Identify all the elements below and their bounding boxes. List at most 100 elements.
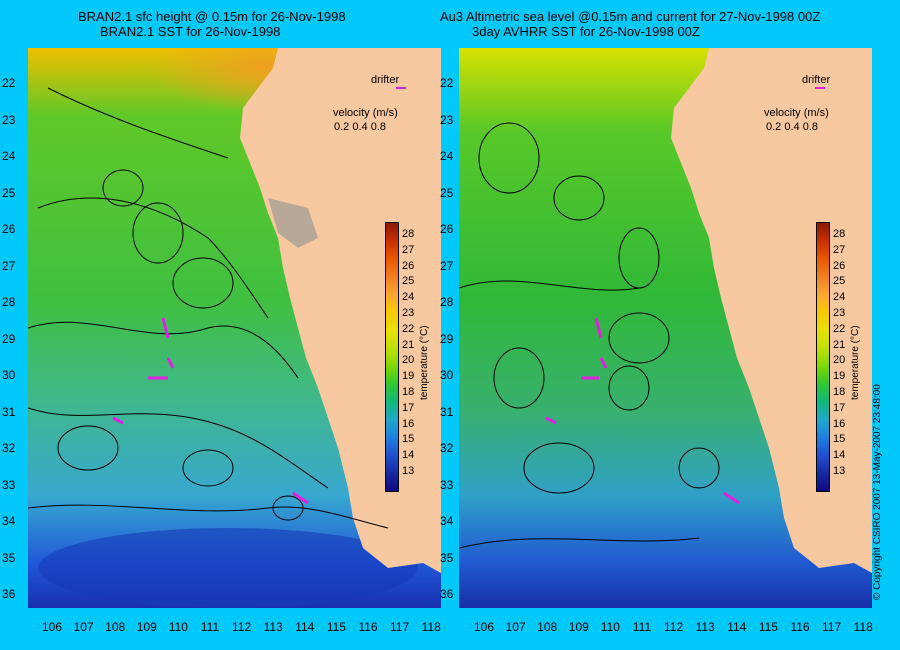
left-latitude-label: 29 — [2, 331, 16, 346]
left-colorbar-tick: 28 — [402, 228, 415, 240]
right-latitude-label: 30 — [440, 368, 454, 382]
right-title-line2: 3day AVHRR SST for 26-Nov-1998 00Z — [472, 24, 700, 39]
left-latitude-label: 32 — [2, 441, 16, 455]
left-colorbar-tick: 18 — [402, 386, 415, 398]
left-colorbar-tick: 21 — [402, 338, 415, 351]
left-colorbar-title: temperature (°C) — [419, 325, 430, 400]
right-velocity-values: 0.2 0.4 0.8 — [766, 121, 818, 133]
left-colorbar-tick: 27 — [402, 243, 415, 256]
right-longitude-label: 116 — [790, 620, 810, 634]
left-latitude-label: 26 — [2, 222, 16, 236]
left-colorbar-tick: 15 — [402, 433, 415, 446]
left-colorbar-tick: 22 — [402, 322, 415, 335]
right-latitude-label: 36 — [440, 587, 454, 601]
right-colorbar-tick: 25 — [833, 275, 846, 288]
right-latitude-label: 22 — [440, 76, 454, 90]
right-latitude-label: 28 — [440, 295, 454, 309]
left-latitude-label: 31 — [2, 404, 16, 419]
right-colorbar-tick: 13 — [833, 465, 846, 477]
right-contours — [459, 122, 720, 549]
right-colorbar-tick: 26 — [833, 259, 846, 272]
left-drifter-label: drifter — [371, 74, 400, 86]
left-longitude-label: 115 — [326, 620, 346, 634]
left-longitude-label: 110 — [168, 620, 188, 634]
right-latitude-label: 33 — [440, 477, 454, 492]
left-longitude-label: 113 — [263, 620, 283, 634]
left-colorbar-tick: 26 — [402, 259, 415, 272]
left-colorbar-tick: 24 — [402, 291, 415, 304]
right-longitude-label: 107 — [505, 620, 526, 634]
left-longitude-label: 111 — [200, 620, 220, 634]
right-colorbar-tick: 14 — [833, 449, 846, 462]
right-colorbar-tick: 19 — [833, 370, 846, 383]
right-latitude-label: 27 — [440, 258, 454, 273]
right-colorbar-tick: 17 — [833, 401, 846, 414]
left-longitude-label: 116 — [358, 620, 378, 634]
right-longitude-label: 112 — [664, 620, 684, 634]
left-colorbar-tick: 14 — [402, 449, 415, 462]
right-latitude-label: 26 — [440, 222, 454, 236]
left-colorbar-tick: 16 — [402, 417, 415, 430]
left-title-line1: BRAN2.1 sfc height @ 0.15m for 26-Nov-19… — [78, 9, 346, 24]
left-cold-patch — [38, 528, 418, 608]
right-colorbar-tick: 20 — [833, 354, 846, 367]
left-map-panel — [28, 48, 441, 608]
left-colorbar-tick: 13 — [402, 465, 415, 477]
left-latitude-label: 30 — [2, 368, 16, 382]
right-latitude-label: 34 — [440, 514, 454, 528]
right-colorbar-title: temperature (°C) — [850, 325, 861, 400]
left-longitude-label: 108 — [105, 620, 126, 634]
right-colorbar-tick: 28 — [833, 228, 846, 240]
left-longitude-label: 118 — [421, 620, 441, 634]
left-latitude-label: 33 — [2, 477, 16, 492]
left-longitude-label: 109 — [136, 620, 157, 634]
left-colorbar-tick: 20 — [402, 354, 415, 367]
right-colorbar-tick: 27 — [833, 243, 846, 256]
right-latitude-label: 24 — [440, 149, 454, 163]
right-longitude-label: 114 — [727, 620, 747, 634]
left-map-svg — [28, 48, 441, 608]
right-latitude-label: 29 — [440, 331, 454, 346]
right-colorbar — [816, 222, 830, 492]
left-title-line2: BRAN2.1 SST for 26-Nov-1998 — [100, 24, 281, 39]
left-latitude-label: 28 — [2, 295, 16, 309]
left-longitude-label: 106 — [41, 620, 63, 634]
right-longitude-label: 106 — [473, 620, 495, 634]
left-colorbar — [385, 222, 399, 492]
left-colorbar-tick: 19 — [402, 370, 415, 383]
right-colorbar-tick: 21 — [833, 338, 846, 351]
left-latitude-label: 35 — [2, 550, 16, 565]
left-velocity-values: 0.2 0.4 0.8 — [334, 121, 386, 133]
left-contours — [28, 87, 389, 529]
right-drifter-label: drifter — [802, 74, 831, 86]
right-longitude-label: 108 — [537, 620, 558, 634]
left-latitude-label: 27 — [2, 258, 16, 273]
left-longitude-label: 114 — [295, 620, 315, 634]
right-longitude-label: 118 — [853, 620, 873, 634]
left-land-mask — [268, 198, 318, 248]
right-longitude-label: 111 — [632, 620, 652, 634]
left-longitude-label: 112 — [232, 620, 252, 634]
left-latitude-label: 22 — [2, 76, 16, 90]
left-colorbar-tick: 17 — [402, 401, 415, 414]
right-colorbar-tick: 18 — [833, 386, 846, 398]
right-longitude-label: 117 — [822, 620, 842, 634]
right-colorbar-tick: 23 — [833, 307, 846, 319]
right-latitude-label: 23 — [440, 112, 454, 127]
copyright-text: © Copyright CSIRO 2007 13-May-2007 23:48… — [872, 384, 883, 600]
left-latitude-label: 34 — [2, 514, 16, 528]
right-drifters — [545, 317, 740, 505]
left-longitude-label: 117 — [390, 620, 410, 634]
right-colorbar-tick: 24 — [833, 291, 846, 304]
right-latitude-label: 35 — [440, 550, 454, 565]
left-latitude-label: 23 — [2, 112, 16, 127]
left-velocity-label: velocity (m/s) — [333, 107, 398, 119]
right-longitude-label: 115 — [758, 620, 778, 634]
left-latitude-label: 25 — [2, 185, 16, 200]
right-latitude-label: 25 — [440, 185, 454, 200]
left-colorbar-tick: 23 — [402, 307, 415, 319]
right-title-line1: Au3 Altimetric sea level @0.15m and curr… — [440, 9, 821, 24]
right-velocity-label: velocity (m/s) — [764, 107, 829, 119]
right-longitude-label: 110 — [600, 620, 620, 634]
left-latitude-label: 24 — [2, 149, 16, 163]
